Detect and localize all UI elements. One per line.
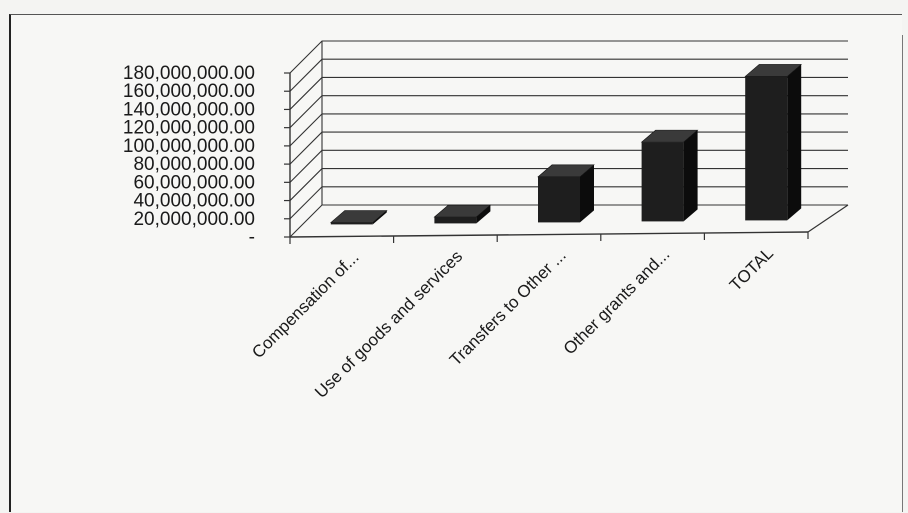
bar-4 <box>640 129 699 222</box>
axis-layer <box>284 72 849 244</box>
floor-edge <box>807 204 849 233</box>
y-tick-label: 60,000,000.00 <box>133 172 255 193</box>
bar-side <box>683 130 698 222</box>
y-tick-label: 20,000,000.00 <box>133 209 255 230</box>
bar-layer <box>329 64 803 225</box>
bar-5 <box>744 64 803 221</box>
bar-front <box>641 142 684 222</box>
y-tick-label: 100,000,000.00 <box>123 136 255 157</box>
grid-layer <box>289 40 848 238</box>
y-tick-label: 40,000,000.00 <box>133 191 255 212</box>
y-tick-label: 80,000,000.00 <box>133 154 255 175</box>
x-category-label: TOTAL <box>726 244 777 295</box>
bar-side <box>372 210 387 225</box>
x-category-label: Other grants and... <box>560 245 674 359</box>
y-tick-label: 160,000,000.00 <box>123 81 255 102</box>
bar-front <box>434 217 477 224</box>
bar-1 <box>329 210 388 225</box>
y-tick-label: 120,000,000.00 <box>123 118 255 139</box>
y-tick-label: - <box>249 227 255 248</box>
bar-front <box>538 176 580 223</box>
bar-3 <box>537 164 595 223</box>
x-category-label: Transfers to Other ... <box>446 246 570 370</box>
x-axis-line <box>289 231 809 238</box>
bar-front <box>745 76 788 221</box>
bar-side <box>580 164 594 223</box>
bar-front <box>330 222 373 225</box>
bar-2 <box>433 204 492 224</box>
x-category-label: Compensation of... <box>248 248 362 362</box>
y-tick-label: 140,000,000.00 <box>123 99 255 120</box>
y-tick-label: 180,000,000.00 <box>123 63 255 84</box>
bar-top <box>329 210 388 223</box>
bar-side <box>787 64 802 221</box>
bar-side <box>476 205 491 224</box>
